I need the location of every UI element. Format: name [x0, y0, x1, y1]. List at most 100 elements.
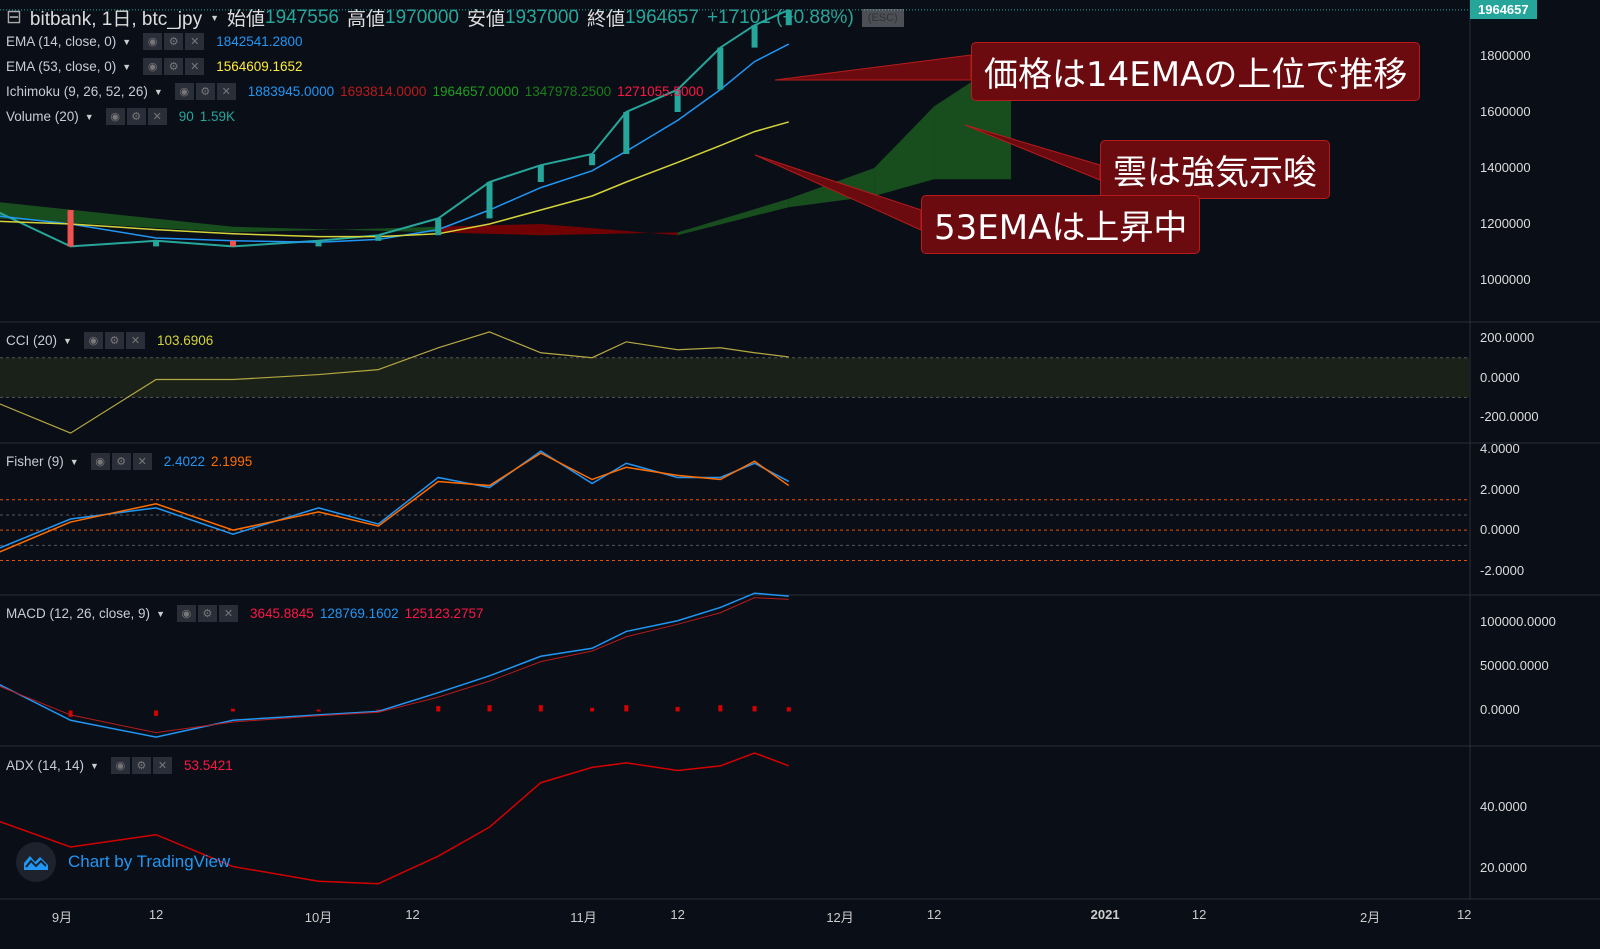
visibility-icon[interactable]: ◉ [143, 58, 163, 75]
visibility-icon[interactable]: ◉ [176, 605, 196, 622]
close-icon[interactable]: ✕ [185, 33, 205, 50]
candle [315, 240, 322, 247]
macd-histogram-bar [624, 705, 629, 712]
close-icon[interactable]: ✕ [125, 332, 145, 349]
macd-histogram-bar [675, 706, 680, 712]
change-value: +17101 (+0.88%) [706, 6, 854, 28]
candle [230, 240, 236, 247]
visibility-icon[interactable]: ◉ [174, 83, 194, 100]
close-icon[interactable]: ✕ [132, 453, 152, 470]
gear-icon[interactable]: ⚙ [131, 757, 151, 774]
chevron-down-icon[interactable]: ▼ [122, 61, 132, 72]
time-axis-tick: 12 [148, 907, 164, 922]
tradingview-watermark[interactable]: Chart by TradingView [16, 842, 230, 882]
close-icon[interactable]: ✕ [152, 757, 172, 774]
gear-icon[interactable]: ⚙ [126, 108, 146, 125]
ichimoku-cloud-segment [540, 224, 678, 236]
indicator-name[interactable]: EMA (14, close, 0) [6, 34, 117, 49]
low-value: 1937000 [504, 6, 579, 28]
high-label: 高値 [346, 9, 385, 30]
visibility-icon[interactable]: ◉ [83, 332, 103, 349]
visibility-icon[interactable]: ◉ [143, 33, 163, 50]
chevron-down-icon[interactable]: ▼ [210, 12, 219, 23]
indicator-value: 3645.8845 [249, 606, 314, 621]
gear-icon[interactable]: ⚙ [111, 453, 131, 470]
macd-histogram-bar [718, 705, 723, 712]
candle [785, 9, 792, 26]
close-icon[interactable]: ✕ [185, 58, 205, 75]
visibility-icon[interactable]: ◉ [90, 453, 110, 470]
indicator-name[interactable]: ADX (14, 14) [6, 758, 85, 773]
indicator-legend[interactable]: Ichimoku (9, 26, 52, 26) ▼ ◉ ⚙ ✕ 1883945.0000… [6, 83, 703, 100]
collapse-icon[interactable]: ⊟ [6, 7, 22, 28]
close-icon[interactable]: ✕ [216, 83, 236, 100]
chevron-down-icon[interactable]: ▼ [90, 760, 99, 771]
indicator-name[interactable]: Ichimoku (9, 26, 52, 26) [6, 84, 148, 99]
cci-axis-tick: 0.0000 [1480, 369, 1520, 385]
close-icon[interactable]: ✕ [147, 108, 167, 125]
indicator-value: 1564609.1652 [216, 59, 303, 74]
adx-line [0, 752, 790, 885]
time-axis-tick: 2021 [1090, 907, 1120, 922]
watermark-text: Chart by TradingView [68, 852, 231, 871]
macd-histogram-bar [436, 706, 441, 712]
macd-histogram-bar [752, 706, 757, 712]
chevron-down-icon[interactable]: ▼ [153, 86, 163, 97]
chevron-down-icon[interactable]: ▼ [69, 456, 79, 467]
time-axis-tick: 11月 [570, 910, 597, 925]
indicator-name[interactable]: Volume (20) [6, 109, 79, 124]
price-axis-tick: 1000000 [1480, 272, 1531, 287]
close-icon[interactable]: ✕ [218, 605, 238, 622]
indicator-name[interactable]: Fisher (9) [6, 454, 64, 469]
indicator-value: 1.59K [199, 109, 236, 124]
visibility-icon[interactable]: ◉ [105, 108, 125, 125]
chevron-down-icon[interactable]: ▼ [122, 36, 132, 47]
indicator-legend[interactable]: ADX (14, 14) ▼ ◉ ⚙ ✕ 53.5421 [6, 757, 233, 774]
candle [486, 182, 493, 219]
macd-histogram-bar [786, 707, 791, 712]
indicator-value: 103.6906 [156, 333, 214, 348]
gear-icon[interactable]: ⚙ [197, 605, 217, 622]
macd-signal-line [0, 597, 789, 734]
open-value: 1947556 [265, 6, 339, 28]
last-price-tag: 1964657 [1470, 0, 1537, 19]
chevron-down-icon[interactable]: ▼ [84, 111, 94, 122]
chevron-down-icon[interactable]: ▼ [63, 335, 72, 346]
indicator-name[interactable]: CCI (20) [6, 333, 58, 348]
low-label: 安値 [466, 9, 505, 30]
visibility-icon[interactable]: ◉ [110, 757, 130, 774]
indicator-value: 1883945.0000 [247, 84, 335, 99]
indicator-legend[interactable]: Volume (20) ▼ ◉ ⚙ ✕ 90 1.59K [6, 108, 235, 125]
symbol-name[interactable]: bitbank, 1日, btc_jpy [29, 9, 203, 30]
indicator-legend[interactable]: CCI (20) ▼ ◉ ⚙ ✕ 103.6906 [6, 332, 213, 349]
chevron-down-icon[interactable]: ▼ [156, 608, 165, 619]
callout-ema53-rising: 53EMAは上昇中 [921, 195, 1201, 254]
esc-tooltip[interactable]: (ESC) [861, 8, 904, 27]
indicator-legend[interactable]: EMA (14, close, 0) ▼ ◉ ⚙ ✕ 1842541.2800 [6, 33, 303, 50]
indicator-value: 1693814.0000 [340, 84, 427, 99]
gear-icon[interactable]: ⚙ [164, 58, 184, 75]
indicator-legend[interactable]: EMA (53, close, 0) ▼ ◉ ⚙ ✕ 1564609.1652 [6, 58, 303, 75]
open-label: 始値 [227, 9, 266, 30]
candle [153, 240, 160, 247]
gear-icon[interactable]: ⚙ [195, 83, 215, 100]
gear-icon[interactable]: ⚙ [104, 332, 124, 349]
indicator-name[interactable]: MACD (12, 26, close, 9) [6, 606, 151, 621]
price-axis-tick: 1800000 [1480, 48, 1531, 63]
indicator-name[interactable]: EMA (53, close, 0) [6, 59, 117, 74]
cci-band [0, 357, 1470, 398]
ichimoku-cloud-segment [677, 198, 789, 236]
macd-histogram-bar [590, 707, 595, 712]
indicator-legend[interactable]: Fisher (9) ▼ ◉ ⚙ ✕ 2.4022 2.1995 [6, 453, 252, 470]
time-axis-tick: 12 [670, 907, 685, 922]
indicator-value: 1842541.2800 [216, 34, 303, 49]
macd-histogram-bar [316, 709, 321, 712]
gear-icon[interactable]: ⚙ [164, 33, 184, 50]
macd-histogram-bar [376, 709, 381, 712]
macd-histogram-bar [538, 705, 543, 712]
close-label: 終値 [586, 9, 625, 30]
indicator-legend[interactable]: MACD (12, 26, close, 9) ▼ ◉ ⚙ ✕ 3645.8845 1287… [6, 605, 484, 622]
candle [375, 235, 382, 241]
fisher-series-1 [0, 452, 790, 553]
